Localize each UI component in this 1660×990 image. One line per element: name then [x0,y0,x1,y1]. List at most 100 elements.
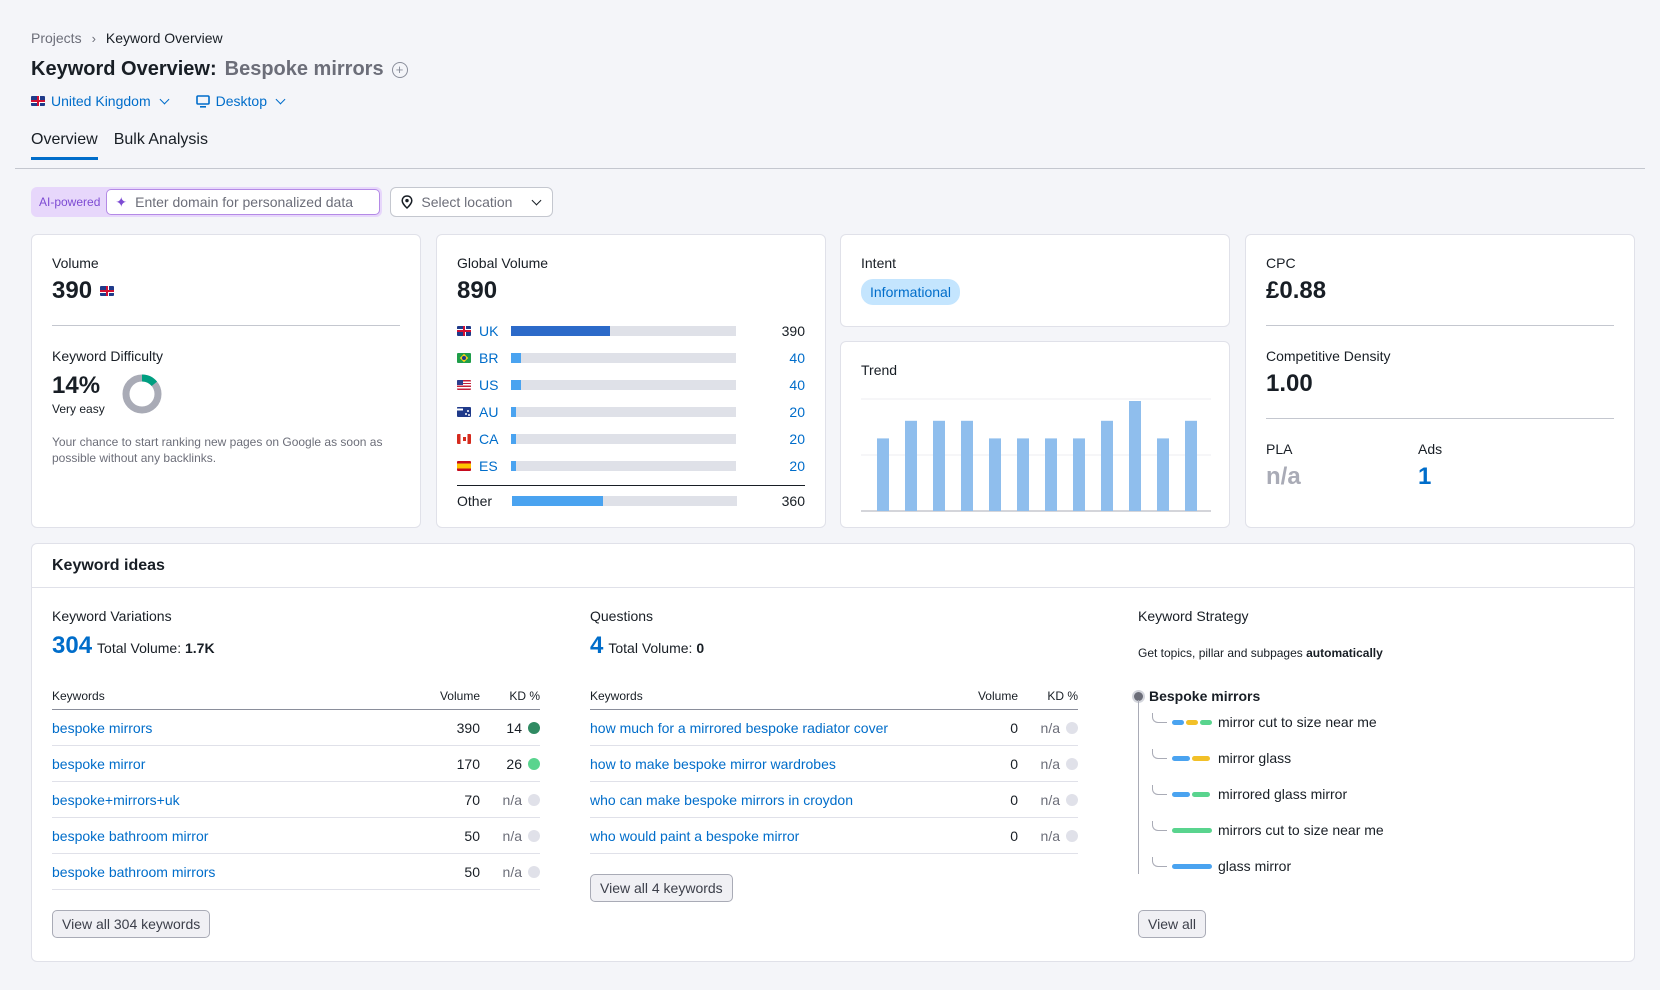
keyword-link[interactable]: bespoke mirrors [52,719,153,736]
trend-bar [1073,438,1085,511]
keyword-link[interactable]: how to make bespoke mirror wardrobes [590,755,836,772]
kd-dot-icon [528,829,540,842]
country-selector[interactable]: United Kingdom [31,93,170,109]
keyword-volume: 0 [1010,755,1018,772]
country-code-link[interactable]: ES [479,457,498,474]
kd-value: 14 [506,719,522,736]
tree-item-label: mirror cut to size near me [1218,714,1377,730]
country-volume-row: ES 20 [457,452,805,479]
tree-item-label: mirrors cut to size near me [1218,822,1384,838]
kd-dot-icon [528,757,540,770]
uk-flag-icon [100,286,115,296]
view-all-questions-button[interactable]: View all 4 keywords [590,874,733,902]
global-volume-label: Global Volume [457,255,549,271]
plus-circle-icon[interactable]: + [391,61,408,78]
kd-header: KD % [509,688,540,703]
volume-header: Volume [977,688,1018,703]
keyword-link[interactable]: how much for a mirrored bespoke radiator… [590,719,889,736]
keyword-kd: n/a [1018,828,1078,844]
divider [1266,418,1614,419]
domain-input-wrapper: ✦ [106,189,381,215]
view-all-strategy-button[interactable]: View all [1138,910,1206,938]
questions-total-label: Total Volume: [608,640,693,656]
keyword-kd: n/a [1018,756,1078,772]
us-flag-icon [457,379,471,390]
device-selector[interactable]: Desktop [195,93,286,109]
br-flag-icon [457,352,471,363]
country-volume-bar [511,460,736,471]
country-volume-row: BR 40 [457,344,805,371]
tree-item[interactable]: mirror cut to size near me [1138,704,1608,740]
country-code-link[interactable]: AU [479,403,499,420]
keyword-link[interactable]: who can make bespoke mirrors in croydon [590,791,854,808]
tree-item[interactable]: mirrored glass mirror [1138,776,1608,812]
breadcrumb-current: Keyword Overview [105,30,223,46]
table-row: how to make bespoke mirror wardrobes 0 n/a [590,746,1078,782]
divider [1266,325,1614,326]
device-label: Desktop [215,93,267,109]
location-select[interactable]: Select location [390,187,554,217]
breadcrumb-projects[interactable]: Projects [31,30,82,46]
keyword-title: Bespoke mirrors [224,58,384,80]
pla-label: PLA [1266,441,1293,457]
table-row: bespoke bathroom mirror 50 n/a [52,818,540,854]
keyword-kd: 26 [480,756,540,772]
keyword-volume: 170 [456,755,480,772]
intent-bar-segment [1172,863,1212,869]
domain-input[interactable] [135,194,372,210]
variations-count[interactable]: 304 [52,632,93,659]
keyword-link[interactable]: who would paint a bespoke mirror [590,827,800,844]
tab-bulk-analysis[interactable]: Bulk Analysis [113,131,208,148]
tree-item[interactable]: mirror glass [1138,740,1608,776]
country-code-link[interactable]: UK [479,322,499,339]
keyword-link[interactable]: bespoke bathroom mirror [52,827,209,844]
country-volume-bar-fill [511,433,516,444]
keyword-kd: n/a [480,828,540,844]
country-volume-value[interactable]: 40 [789,349,805,366]
intent-bar-segment [1200,719,1212,725]
tab-overview[interactable]: Overview [31,131,98,160]
tree-item-label: glass mirror [1218,858,1292,874]
kd-value: 26 [506,755,522,772]
country-volume-value[interactable]: 20 [789,457,805,474]
trend-bar [1045,438,1057,511]
divider [52,325,400,326]
intent-badge: Informational [861,279,960,305]
ca-flag-icon [457,433,471,444]
tree-item-label: mirror glass [1218,750,1292,766]
variations-rows: bespoke mirrors 390 14 bespoke mirror 170 26 b… [52,710,540,890]
kd-header: KD % [1047,688,1078,703]
intent-bar-segment [1192,755,1210,761]
intent-bar-segment [1186,719,1198,725]
country-volume-value[interactable]: 20 [789,430,805,447]
intent-bars [1172,755,1212,761]
keyword-volume: 390 [456,719,480,736]
ads-value[interactable]: 1 [1418,463,1432,490]
chevron-down-icon [159,94,170,104]
pla-value: n/a [1266,463,1301,490]
keyword-link[interactable]: bespoke mirror [52,755,146,772]
country-code-link[interactable]: CA [479,430,499,447]
view-all-variations-button[interactable]: View all 304 keywords [52,910,211,938]
keyword-link[interactable]: bespoke bathroom mirrors [52,863,216,880]
volume-label: Volume [52,255,99,271]
table-header: Keywords Volume KD % [590,682,1078,710]
country-volume-bar [511,325,736,336]
cpc-label: CPC [1266,255,1296,271]
variations-total-label: Total Volume: [97,640,182,656]
country-volume-value[interactable]: 40 [789,376,805,393]
questions-count[interactable]: 4 [590,632,604,659]
keyword-link[interactable]: bespoke+mirrors+uk [52,791,180,808]
kd-value: n/a [502,791,522,808]
country-code-link[interactable]: BR [479,349,499,366]
tree-item[interactable]: glass mirror [1138,848,1608,884]
tree-connector [1138,700,1152,874]
trend-bar [1185,420,1197,511]
keyword-kd: n/a [1018,720,1078,736]
tree-item[interactable]: mirrors cut to size near me [1138,812,1608,848]
country-code-link[interactable]: US [479,376,499,393]
other-volume-bar-fill [512,496,604,506]
trend-bar [1157,438,1169,511]
country-volume-value[interactable]: 20 [789,403,805,420]
trend-bar [1101,420,1113,511]
